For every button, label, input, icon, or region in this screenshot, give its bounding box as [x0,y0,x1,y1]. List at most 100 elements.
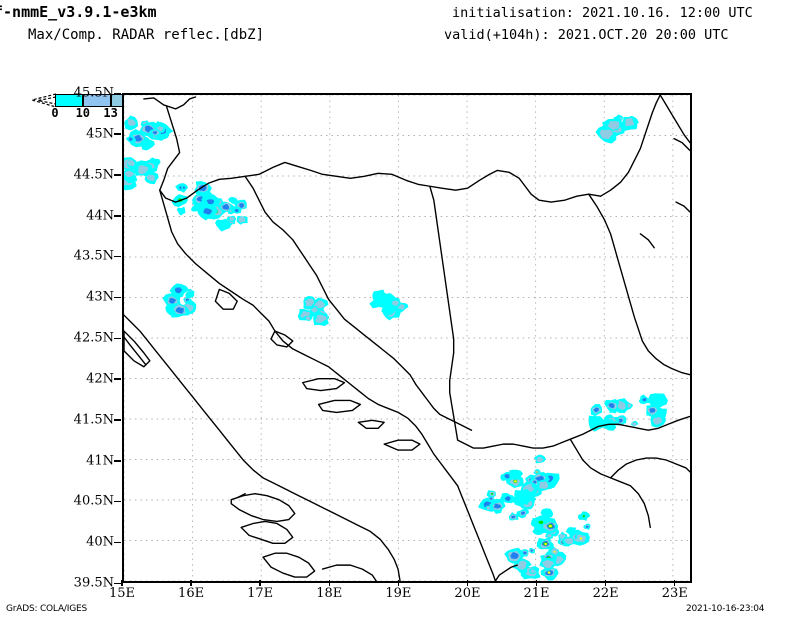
radar-echo-cell [546,533,552,539]
radar-echo-cell [486,506,491,510]
x-tick-20E: 20E [454,586,481,601]
radar-echo-cell [593,407,600,413]
radar-echo-cell [650,393,668,408]
radar-echo-cell [133,135,143,142]
radar-echo-cell [168,297,176,304]
radar-echo-cell [493,503,502,509]
y-tickmark [114,500,121,503]
radar-echo-cell [642,397,647,402]
grid-lines [124,95,690,581]
radar-echo-cell [510,552,519,559]
colorbar-segment-10 [82,94,111,107]
x-tickmark [397,580,400,586]
radar-echo-cell [239,203,245,209]
radar-echo-cell [539,481,549,490]
y-tick-40N: 40N [86,534,114,550]
y-tickmark [114,337,121,339]
y-tickmark [114,419,121,421]
radar-echo-cell [533,480,537,484]
radar-echo-cell [509,469,524,480]
radar-echo-cell [631,422,637,426]
radar-echo-cell [522,551,527,555]
radar-echo-cell [311,307,319,313]
radar-echo-layer [124,114,668,581]
y-tickmark [114,174,121,176]
colorbar-segment-0 [55,94,83,107]
low-out-of-range-arrow-icon [29,93,57,108]
y-tickmark [114,541,121,544]
x-tickmark [190,580,192,586]
x-tick-19E: 19E [385,586,412,601]
x-tickmark [604,580,607,586]
radar-echo-cell [510,494,524,505]
x-tick-23E: 23E [661,586,688,601]
radar-echo-cell [128,137,133,141]
y-tick-43.5N: 43.5N [73,248,114,264]
radar-echo-cell [146,174,156,182]
x-tick-21E: 21E [523,586,550,601]
radar-echo-cell [175,307,184,314]
y-tick-43N: 43N [86,289,114,305]
radar-echo-cell [582,514,586,518]
radar-echo-cell [305,316,311,321]
radar-echo-cell [490,492,494,495]
radar-echo-cell [315,314,327,323]
radar-echo-cell [191,205,200,212]
radar-echo-cell [513,480,517,483]
radar-echo-cell [585,525,589,528]
radar-echo-cell [652,416,663,425]
radar-echo-cell [138,165,149,175]
footer-timestamp: 2021-10-16-23:04 [686,604,765,614]
radar-map-plot[interactable] [122,93,692,583]
y-tick-41N: 41N [86,453,114,468]
radar-echo-cell [511,515,516,519]
radar-echo-cell [397,304,405,311]
radar-echo-cell [127,119,136,127]
radar-echo-cell [542,559,555,569]
radar-echo-cell [553,550,556,553]
radar-echo-cell [536,456,544,463]
x-axis-labels: 15E 16E 17E 18E 19E 20E 21E 22E 23E [109,580,692,606]
radar-echo-cell [203,208,213,215]
y-tickmark [114,582,121,584]
y-tick-45.5N: 45.5N [73,85,114,101]
radar-echo-cell [238,216,246,223]
radar-echo-cell [174,287,183,294]
radar-echo-cell [489,497,493,500]
footer-credit: GrADS: COLA/IGES [6,604,87,614]
radar-echo-cell [504,474,510,479]
radar-echo-cell [649,408,656,413]
radar-echo-cell [536,471,538,473]
y-tick-44.5N: 44.5N [73,167,114,183]
radar-echo-cell [215,218,232,232]
radar-echo-cell [607,121,620,130]
radar-echo-cell [548,524,553,528]
radar-echo-cell [530,569,535,573]
coastline-layer [124,95,690,581]
x-tick-15E: 15E [108,586,136,601]
y-tick-45N: 45N [86,126,114,142]
y-tickmark [114,92,121,94]
x-tick-22E: 22E [592,586,619,601]
radar-echo-cell [182,186,186,189]
y-tick-39.5N: 39.5N [73,575,114,591]
y-tick-40.5N: 40.5N [73,493,114,509]
radar-echo-cell [579,537,583,540]
x-tickmark [259,580,261,586]
radar-echo-cell [588,415,607,432]
y-tick-42N: 42N [86,371,114,387]
radar-echo-cell [228,197,238,205]
colorbar-tick-13: 13 [103,106,118,120]
colorbar-title: Max/Comp. RADAR reflec.[dbZ] [28,27,265,43]
y-tick-41.5N: 41.5N [73,412,114,428]
radar-echo-cell [521,511,526,515]
initialisation-time: initialisation: 2021.10.16. 12:00 UTC [452,5,753,21]
radar-echo-cell [391,300,399,306]
radar-echo-cell [625,118,635,127]
y-axis-labels: 45.5N 45N 44.5N 44N 43.5N 43N 42.5N 42N 41.5N 41N… [0,86,121,591]
radar-echo-cell [127,160,135,167]
radar-echo-cell [229,216,235,222]
y-tickmark [114,255,121,258]
radar-echo-cell [304,298,315,307]
radar-echo-cell [152,131,157,135]
